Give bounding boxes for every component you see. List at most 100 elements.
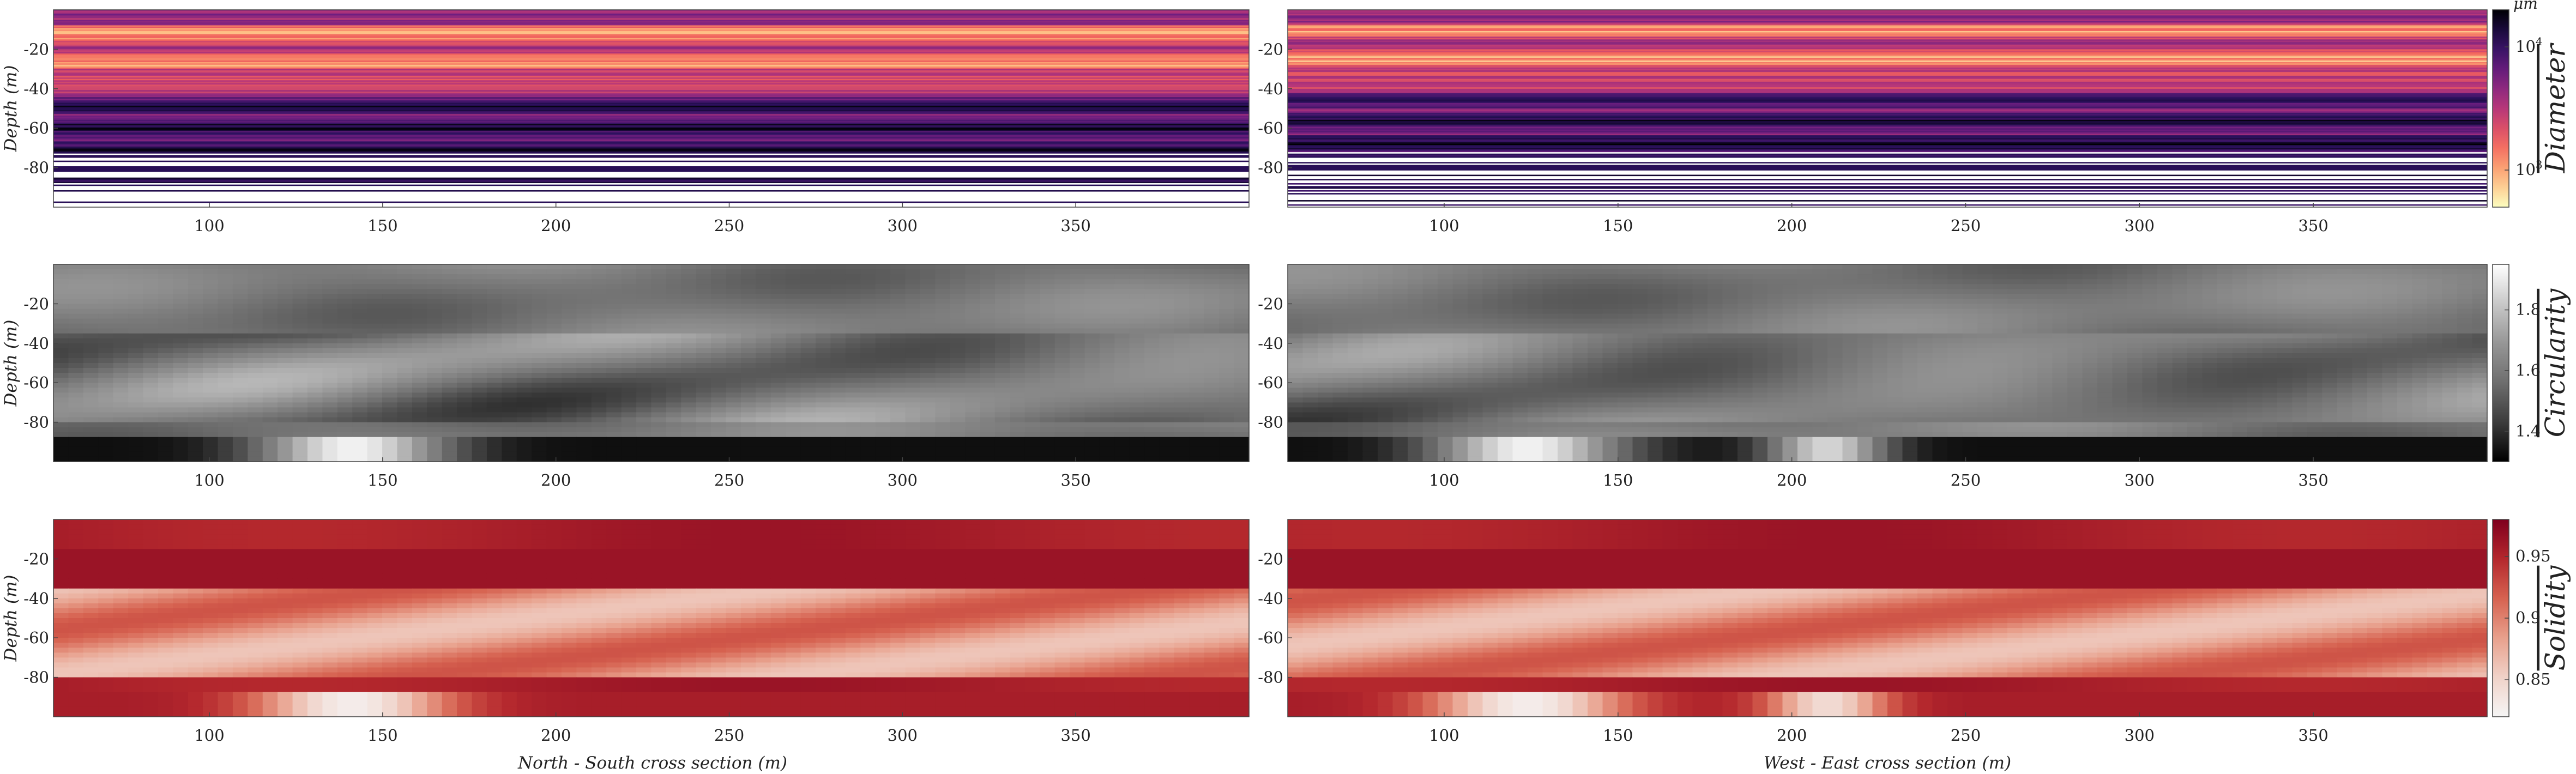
heatmap-cell bbox=[158, 338, 173, 344]
heatmap-cell bbox=[2067, 299, 2083, 304]
heatmap-cell bbox=[1070, 432, 1085, 438]
heatmap-cell bbox=[2037, 328, 2053, 334]
heatmap-band bbox=[1288, 169, 2487, 171]
heatmap-cell bbox=[1114, 388, 1130, 393]
heatmap-cell bbox=[1782, 338, 1798, 344]
heatmap-cell bbox=[352, 422, 368, 428]
heatmap-cell bbox=[1662, 284, 1678, 289]
heatmap-cell bbox=[950, 304, 966, 310]
heatmap-cell bbox=[756, 358, 771, 364]
heatmap-cell bbox=[516, 304, 532, 310]
heatmap-cell bbox=[337, 338, 353, 344]
heatmap-cell bbox=[1752, 313, 1768, 319]
heatmap-cell bbox=[53, 323, 69, 329]
heatmap-cell bbox=[2307, 323, 2323, 329]
heatmap-cell bbox=[203, 318, 219, 324]
heatmap-cell bbox=[442, 274, 457, 280]
heatmap-cell bbox=[1010, 407, 1025, 413]
heatmap-cell bbox=[1422, 294, 1438, 299]
heatmap-cell bbox=[472, 383, 487, 388]
heatmap-cell bbox=[232, 383, 248, 388]
heatmap-cell bbox=[277, 373, 293, 378]
heatmap-cell bbox=[651, 412, 667, 418]
heatmap-cell bbox=[427, 323, 443, 329]
heatmap-cell bbox=[427, 274, 443, 280]
heatmap-cell bbox=[1588, 323, 1603, 329]
heatmap-cell bbox=[875, 363, 891, 368]
heatmap-cell bbox=[1288, 299, 1304, 304]
heatmap-cell bbox=[636, 407, 652, 413]
heatmap-cell bbox=[636, 373, 652, 378]
heatmap-cell bbox=[427, 313, 443, 319]
heatmap-cell bbox=[965, 294, 981, 299]
heatmap-cell bbox=[158, 402, 173, 408]
heatmap-cell bbox=[1408, 348, 1423, 354]
heatmap-cell bbox=[905, 446, 921, 452]
heatmap-cell bbox=[1378, 338, 1393, 344]
heatmap-cell bbox=[128, 294, 144, 299]
heatmap-cell bbox=[352, 289, 368, 294]
heatmap-cell bbox=[2037, 313, 2053, 319]
heatmap-band bbox=[53, 55, 1249, 57]
heatmap-cell bbox=[1588, 328, 1603, 334]
heatmap-band bbox=[53, 165, 1249, 167]
heatmap-cell bbox=[1588, 269, 1603, 275]
heatmap-cell bbox=[576, 456, 592, 462]
heatmap-cell bbox=[2397, 343, 2413, 349]
heatmap-cell bbox=[950, 279, 966, 285]
heatmap-cell bbox=[2157, 284, 2173, 289]
heatmap-cell bbox=[1708, 294, 1723, 299]
heatmap-cell bbox=[2172, 323, 2188, 329]
heatmap-cell bbox=[994, 294, 1010, 299]
heatmap-band bbox=[1288, 37, 2487, 39]
heatmap-cell bbox=[1558, 313, 1573, 319]
heatmap-cell bbox=[292, 353, 308, 359]
heatmap-cell bbox=[203, 456, 219, 462]
heatmap-cell bbox=[1842, 323, 1858, 329]
heatmap-cell bbox=[756, 432, 771, 438]
heatmap-band bbox=[53, 177, 1249, 179]
heatmap-cell bbox=[53, 392, 69, 398]
heatmap-cell bbox=[337, 353, 353, 359]
heatmap-cell bbox=[726, 427, 741, 433]
heatmap-band bbox=[1288, 11, 2487, 13]
heatmap-cell bbox=[1767, 313, 1783, 319]
heatmap-cell bbox=[277, 309, 293, 315]
heatmap-cell bbox=[113, 397, 129, 403]
heatmap-cell bbox=[2397, 338, 2413, 344]
heatmap-cell bbox=[2247, 338, 2263, 344]
heatmap-cell bbox=[1767, 289, 1783, 294]
heatmap-cell bbox=[1234, 378, 1250, 383]
heatmap-cell bbox=[1422, 353, 1438, 359]
heatmap-cell bbox=[816, 422, 831, 428]
heatmap-cell bbox=[980, 373, 996, 378]
heatmap-cell bbox=[128, 407, 144, 413]
heatmap-cell bbox=[1902, 299, 1918, 304]
heatmap-cell bbox=[2472, 323, 2488, 329]
heatmap-cell bbox=[621, 304, 637, 310]
heatmap-cell bbox=[248, 274, 263, 280]
heatmap-cell bbox=[621, 269, 637, 275]
heatmap-cell bbox=[1204, 274, 1220, 280]
heatmap-cell bbox=[681, 284, 697, 289]
heatmap-cell bbox=[1452, 323, 1468, 329]
heatmap-cell bbox=[1947, 309, 1963, 315]
heatmap-cell bbox=[457, 323, 473, 329]
heatmap-cell bbox=[68, 343, 84, 349]
heatmap-cell bbox=[666, 328, 681, 334]
heatmap-cell bbox=[1129, 388, 1145, 393]
heatmap-cell bbox=[1234, 279, 1250, 285]
heatmap-cell bbox=[965, 279, 981, 285]
heatmap-cell bbox=[1204, 407, 1220, 413]
heatmap-cell bbox=[1129, 432, 1145, 438]
heatmap-cell bbox=[591, 442, 607, 448]
heatmap-cell bbox=[1558, 284, 1573, 289]
heatmap-cell bbox=[1752, 309, 1768, 315]
x-tick-label: 300 bbox=[2125, 216, 2155, 235]
heatmap-cell bbox=[1827, 328, 1843, 334]
x-tick-label: 300 bbox=[888, 216, 918, 235]
heatmap-cell bbox=[756, 343, 771, 349]
heatmap-cell bbox=[1099, 313, 1115, 319]
heatmap-cell bbox=[1662, 309, 1678, 315]
heatmap-cell bbox=[756, 422, 771, 428]
